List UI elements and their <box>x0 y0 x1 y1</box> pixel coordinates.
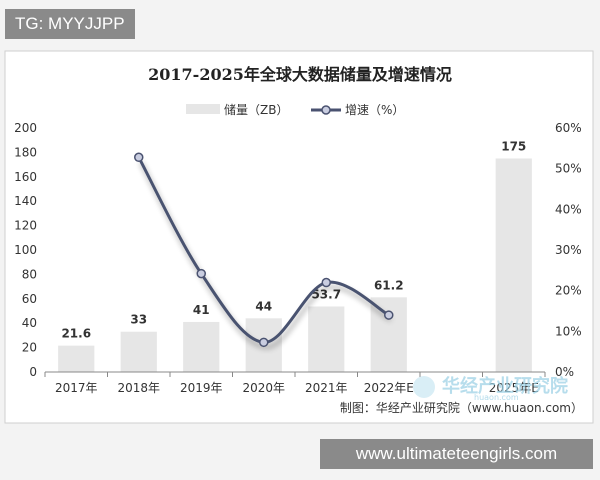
overlay-tag: TG: MYYJJPP <box>5 9 135 39</box>
bar-value-label: 175 <box>501 140 526 154</box>
chart-title: 2017-2025年全球大数据储量及增速情况 <box>148 65 452 84</box>
x-tick-label: 2020年 <box>242 381 285 395</box>
y-left-tick-label: 140 <box>14 194 37 208</box>
y-right-tick-label: 30% <box>555 243 582 257</box>
growth-point <box>321 277 331 288</box>
y-left-tick-label: 160 <box>14 170 37 184</box>
bar <box>495 158 532 372</box>
legend-swatch-bar <box>186 104 220 114</box>
y-axis-left: 0 20 40 60 80 100 120 140 160 180 200 <box>14 121 37 379</box>
y-left-tick-label: 80 <box>22 267 37 281</box>
y-left-tick-label: 100 <box>14 243 37 257</box>
bar <box>120 331 157 372</box>
x-axis: 2017年 2018年 2019年 2020年 2021年 2022年E 2025年E <box>44 371 546 395</box>
bar <box>308 306 345 372</box>
x-tick-label: 2025年E <box>489 381 539 395</box>
bar <box>183 321 220 372</box>
y-axis-right: 0% 10% 20% 30% 40% 50% 60% <box>555 121 582 379</box>
source-note: 制图：华经产业研究院（www.huaon.com） <box>340 400 583 415</box>
y-right-tick-label: 60% <box>555 121 582 135</box>
x-tick-label: 2019年 <box>180 381 223 395</box>
legend-label-bar: 储量（ZB） <box>224 102 288 117</box>
bar-value-label: 53.7 <box>311 287 341 301</box>
y-right-tick-label: 0% <box>555 365 574 379</box>
bar-labels: 21.6 33 41 44 53.7 61.2 175 <box>61 140 526 341</box>
y-left-tick-label: 20 <box>22 341 37 355</box>
growth-line <box>134 152 394 348</box>
y-left-tick-label: 40 <box>22 316 37 330</box>
y-right-tick-label: 40% <box>555 202 582 216</box>
y-right-tick-label: 20% <box>555 284 582 298</box>
watermark-logo-icon <box>413 376 435 398</box>
y-left-tick-label: 200 <box>14 121 37 135</box>
bar-value-label: 44 <box>255 299 272 313</box>
watermark-subtext: huaon.com <box>474 393 519 402</box>
legend: 储量（ZB） 增速（%） <box>186 102 404 117</box>
y-right-tick-label: 10% <box>555 324 582 338</box>
growth-point <box>196 268 206 279</box>
bar-value-label: 21.6 <box>61 327 91 341</box>
bars <box>58 158 532 372</box>
bar-value-label: 41 <box>193 303 210 317</box>
legend-swatch-marker <box>321 105 331 115</box>
watermark-text: 华经产业研究院 <box>442 375 568 397</box>
growth-point <box>259 337 269 348</box>
x-tick-label: 2018年 <box>117 381 160 395</box>
chart-panel <box>4 50 594 424</box>
overlay-site-url: www.ultimateteengirls.com <box>320 439 593 469</box>
bar <box>58 345 95 372</box>
x-tick-label: 2017年 <box>55 381 98 395</box>
y-left-tick-label: 180 <box>14 145 37 159</box>
y-left-tick-label: 0 <box>29 365 37 379</box>
x-tick-label: 2022年E <box>364 381 414 395</box>
bar <box>370 297 407 372</box>
bar-value-label: 33 <box>130 313 147 327</box>
legend-label-line: 增速（%） <box>345 103 404 117</box>
bar-value-label: 61.2 <box>374 278 404 292</box>
watermark: 华经产业研究院 huaon.com <box>413 375 568 402</box>
x-tick-label: 2021年 <box>305 381 348 395</box>
y-left-tick-label: 60 <box>22 292 37 306</box>
growth-point <box>134 152 144 163</box>
y-left-tick-label: 120 <box>14 219 37 233</box>
y-right-tick-label: 50% <box>555 162 582 176</box>
growth-point <box>384 310 394 320</box>
